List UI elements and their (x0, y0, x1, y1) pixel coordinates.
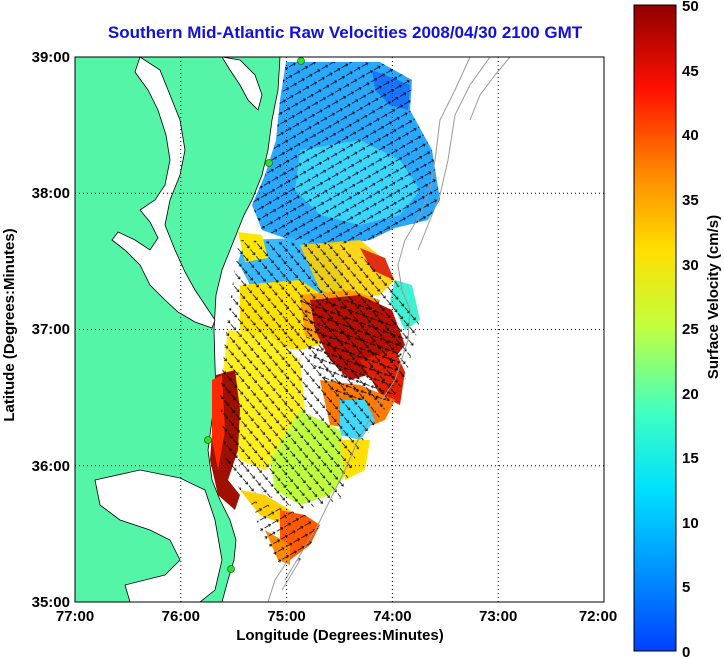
x-tick-label: 73:00 (479, 608, 517, 625)
x-axis-ticks: 77:00 76:00 75:00 74:00 73:00 72:00 (56, 608, 617, 625)
colorbar-tick: 5 (682, 579, 690, 596)
map-title: Southern Mid-Atlantic Raw Velocities 200… (108, 23, 583, 42)
colorbar-tick: 0 (682, 644, 690, 659)
bathymetry-contours (267, 57, 511, 602)
x-tick-label: 72:00 (579, 608, 617, 625)
x-tick-label: 77:00 (56, 608, 94, 625)
x-tick-label: 76:00 (162, 608, 200, 625)
colorbar-tick: 20 (682, 386, 699, 403)
y-tick-label: 35:00 (32, 594, 70, 611)
delaware-bay (221, 57, 263, 111)
station-marker (227, 565, 235, 573)
y-axis-ticks: 39:00 38:00 37:00 36:00 35:00 (32, 49, 70, 611)
colorbar-gradient (633, 4, 677, 652)
x-axis-label: Longitude (Degrees:Minutes) (236, 627, 444, 644)
velocity-vectors (220, 62, 440, 565)
colorbar-tick: 15 (682, 450, 699, 467)
x-tick-label: 75:00 (267, 608, 305, 625)
sound-waters (94, 469, 223, 602)
colorbar-tick: 35 (682, 192, 699, 209)
colorbar-tick: 40 (682, 127, 699, 144)
colorbar-tick: 10 (682, 515, 699, 532)
station-marker (204, 436, 212, 444)
chesapeake-bay (111, 57, 216, 329)
station-marker (265, 159, 273, 167)
colorbar-label: Surface Velocity (cm/s) (705, 215, 722, 379)
hf-radar-stations (204, 57, 305, 573)
plot-frame (74, 56, 605, 603)
colorbar-tick: 30 (682, 257, 699, 274)
colorbar: 50 45 40 35 30 25 20 15 10 5 0 Surface V… (633, 0, 722, 659)
y-tick-label: 36:00 (32, 458, 70, 475)
land-mass (75, 57, 281, 602)
colorbar-tick: 45 (682, 63, 699, 80)
colorbar-tick: 25 (682, 321, 699, 338)
y-tick-label: 37:00 (32, 321, 70, 338)
y-axis-label: Latitude (Degrees:Minutes) (1, 228, 18, 421)
colorbar-tick: 50 (682, 0, 699, 15)
station-marker (297, 57, 305, 65)
x-tick-label: 74:00 (373, 608, 411, 625)
y-tick-label: 38:00 (32, 185, 70, 202)
y-tick-label: 39:00 (32, 49, 70, 66)
grid-lines (75, 57, 604, 602)
